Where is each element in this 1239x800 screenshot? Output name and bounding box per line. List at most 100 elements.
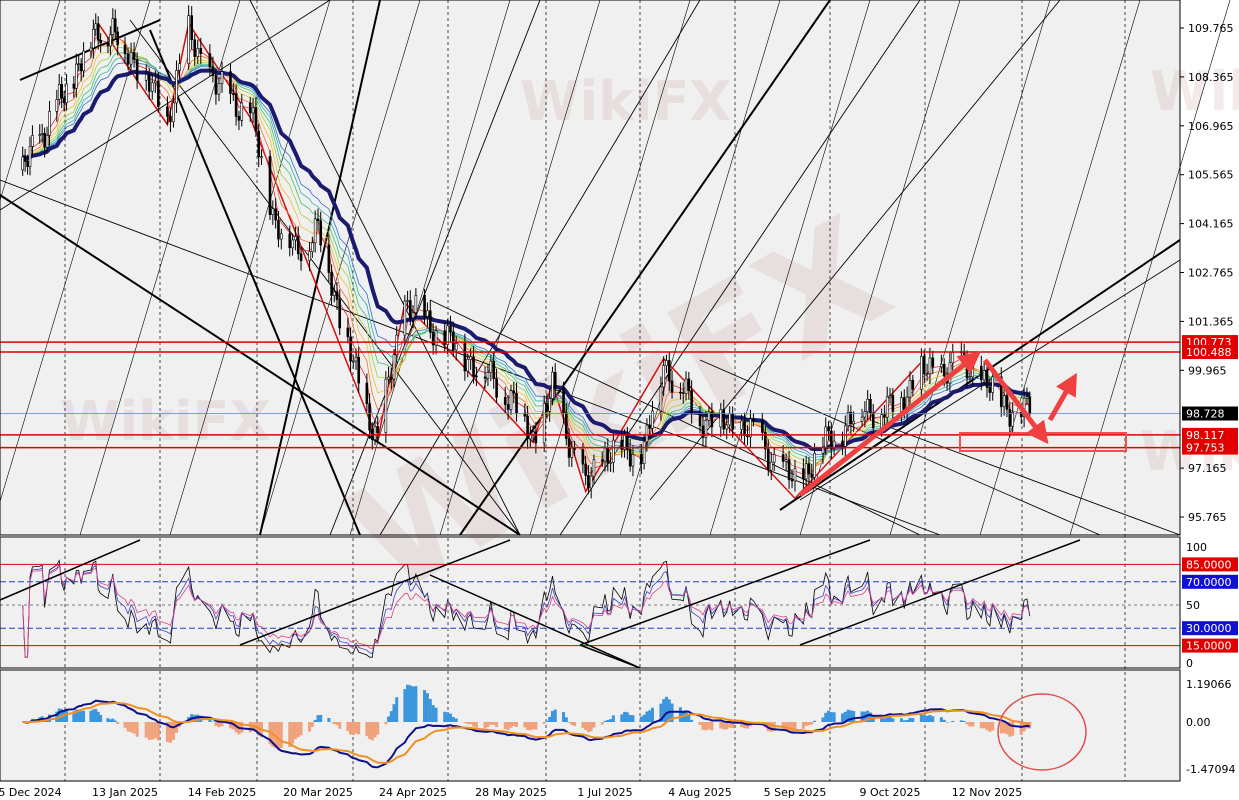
candle xyxy=(187,15,190,64)
macd-histogram-bar xyxy=(885,717,889,722)
macd-histogram-bar xyxy=(769,722,773,732)
candle xyxy=(483,376,487,379)
macd-histogram-bar xyxy=(573,722,577,726)
candle xyxy=(631,454,635,467)
candle xyxy=(492,360,496,380)
candle xyxy=(376,426,380,434)
candle xyxy=(466,359,470,372)
candle xyxy=(841,440,844,447)
candle xyxy=(830,430,833,450)
candle xyxy=(570,447,574,458)
macd-histogram-bar xyxy=(335,722,339,726)
candle xyxy=(931,357,935,368)
trend-line xyxy=(329,0,541,536)
macd-histogram-bar xyxy=(965,722,969,725)
candle xyxy=(925,373,929,375)
macd-histogram-bar xyxy=(991,722,995,731)
candle xyxy=(234,93,238,117)
macd-histogram-bar xyxy=(625,712,629,722)
candle xyxy=(106,42,110,47)
macd-histogram-bar xyxy=(704,722,708,731)
macd-histogram-bar xyxy=(373,722,377,738)
candle xyxy=(790,479,794,482)
macd-histogram-bar xyxy=(483,722,487,729)
macd-histogram-bar xyxy=(82,710,86,722)
candle xyxy=(299,253,303,262)
candle xyxy=(781,454,785,462)
macd-histogram-bar xyxy=(670,703,674,722)
price-axis-label: 105.565 xyxy=(1188,169,1234,182)
macd-histogram-bar xyxy=(584,722,588,731)
macd-histogram-bar xyxy=(1028,722,1032,729)
macd-histogram-bar xyxy=(463,722,467,724)
candle xyxy=(271,208,275,215)
candle xyxy=(951,352,955,364)
macd-histogram-bar xyxy=(129,722,133,733)
macd-histogram-bar xyxy=(351,722,355,736)
watermark-logo: WikiFX xyxy=(60,390,271,453)
macd-histogram-bar xyxy=(648,710,652,722)
macd-histogram-bar xyxy=(448,713,452,722)
macd-histogram-bar xyxy=(832,712,836,722)
fan-line xyxy=(259,0,421,536)
macd-histogram-bar xyxy=(156,722,160,741)
date-axis-label: 28 May 2025 xyxy=(475,786,547,799)
macd-histogram-bar xyxy=(801,722,805,729)
macd-histogram-bar xyxy=(725,722,729,730)
macd-histogram-bar xyxy=(550,710,554,722)
price-axis-label: 104.165 xyxy=(1188,218,1234,231)
macd-histogram-bar xyxy=(248,722,252,733)
macd-histogram-bar xyxy=(55,711,59,722)
oscillator-trend-line xyxy=(239,539,511,646)
candle xyxy=(154,80,157,84)
macd-histogram-bar xyxy=(175,722,179,733)
macd-histogram-bar xyxy=(846,709,850,722)
trend-line xyxy=(259,0,381,536)
price-axis-label: 99.965 xyxy=(1188,364,1227,377)
candle xyxy=(725,424,729,430)
candle xyxy=(662,365,665,388)
macd-histogram-bar xyxy=(365,722,369,737)
macd-histogram-bar xyxy=(451,717,455,722)
macd-histogram-bar xyxy=(150,722,154,740)
candle xyxy=(384,378,388,434)
watermark-logo: WikiFX xyxy=(1150,60,1239,123)
candle xyxy=(40,133,44,135)
macd-histogram-bar xyxy=(728,722,732,728)
price-axis-label: 109.765 xyxy=(1188,22,1234,35)
candle xyxy=(193,39,197,57)
candle xyxy=(722,409,726,430)
candle xyxy=(31,135,34,147)
price-axis-label: 101.365 xyxy=(1188,315,1234,328)
macd-histogram-bar xyxy=(62,710,66,722)
macd-histogram-bar xyxy=(376,722,380,735)
arrow-head-icon xyxy=(1026,419,1049,445)
candle xyxy=(38,134,42,136)
candle xyxy=(260,156,263,158)
candle xyxy=(645,424,649,443)
candle xyxy=(291,239,294,249)
oscillator-line xyxy=(22,562,1031,658)
candle xyxy=(21,156,24,171)
macd-histogram-bar xyxy=(962,720,966,722)
macd-histogram-bar xyxy=(939,717,943,722)
candle xyxy=(999,376,1003,408)
candle xyxy=(72,83,76,89)
candle xyxy=(802,468,805,480)
macd-histogram-bar xyxy=(968,722,972,727)
macd-histogram-bar xyxy=(891,718,895,722)
macd-histogram-bar xyxy=(829,712,833,722)
candle xyxy=(609,462,612,464)
candle xyxy=(28,146,32,168)
candle xyxy=(526,415,529,440)
trend-line xyxy=(0,0,331,211)
candle xyxy=(573,447,576,450)
candle xyxy=(79,63,83,72)
macd-histogram-bar xyxy=(274,722,278,749)
fan-line xyxy=(529,0,691,536)
arrow-head-icon xyxy=(956,351,981,374)
macd-histogram-bar xyxy=(722,722,726,730)
candle xyxy=(587,475,590,489)
candle xyxy=(132,52,136,60)
